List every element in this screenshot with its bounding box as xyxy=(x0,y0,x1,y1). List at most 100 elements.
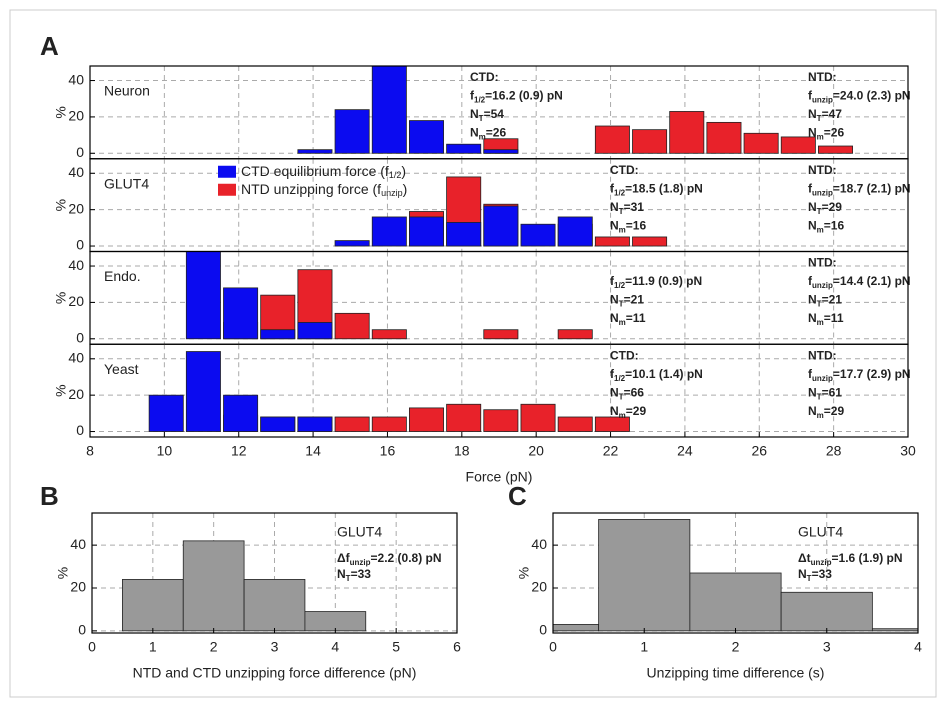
plot-area xyxy=(334,176,668,247)
plot-area xyxy=(185,251,593,340)
text-segment: f xyxy=(808,367,813,381)
bar xyxy=(297,322,333,340)
annotation: NTD unzipping force (funzip) xyxy=(241,180,407,198)
subplot-label: GLUT4 xyxy=(104,175,149,191)
bar xyxy=(371,216,407,247)
text-segment: NTD: xyxy=(808,348,837,362)
text-segment: =66 xyxy=(624,385,645,399)
bar xyxy=(871,628,918,632)
x-tick-label: 5 xyxy=(392,639,400,655)
bar xyxy=(557,329,593,340)
axes-frame xyxy=(89,343,909,438)
text-segment: CTD: xyxy=(470,70,499,84)
text-segment: N xyxy=(808,200,817,214)
bar xyxy=(520,403,556,432)
subscript: T xyxy=(619,300,624,309)
x-tick-label: 8 xyxy=(86,443,94,459)
subscript: m xyxy=(817,133,824,142)
annotation: NTD: xyxy=(808,70,837,84)
annotation: funzip=24.0 (2.3) pN xyxy=(808,89,911,105)
panel-letter: A xyxy=(40,31,59,61)
y-tick-label: 0 xyxy=(76,237,84,253)
bar xyxy=(780,591,873,632)
y-tick-label: 0 xyxy=(78,622,86,638)
panel-letter: C xyxy=(508,481,527,511)
annotation: funzip=18.7 (2.1) pN xyxy=(808,181,911,197)
y-tick-label: 20 xyxy=(68,293,84,309)
text-segment: =10.1 (1.4) pN xyxy=(625,367,703,381)
annotation: funzip=17.7 (2.9) pN xyxy=(808,367,911,383)
text-segment: N xyxy=(470,126,479,140)
annotation: f1/2=18.5 (1.8) pN xyxy=(610,181,703,197)
annotation: NT=21 xyxy=(610,293,644,309)
x-tick-label: 2 xyxy=(210,639,218,655)
y-tick-label: 40 xyxy=(68,350,84,366)
text-segment: N xyxy=(610,385,619,399)
text-segment: Δt xyxy=(798,551,811,565)
y-tick-label: 20 xyxy=(70,579,86,595)
bar xyxy=(594,125,630,154)
annotation: f1/2=10.1 (1.4) pN xyxy=(610,367,703,383)
annotation: CTD: xyxy=(470,70,499,84)
bar xyxy=(632,129,668,154)
annotation: NT=61 xyxy=(808,385,842,401)
y-axis-label: % xyxy=(53,199,69,211)
text-segment: =29 xyxy=(626,404,647,418)
text-segment: =11.9 (0.9) pN xyxy=(625,274,702,288)
bar xyxy=(371,416,407,432)
subscript: m xyxy=(619,225,626,234)
subscript: T xyxy=(817,392,822,401)
y-tick-label: 20 xyxy=(531,579,547,595)
bar xyxy=(594,236,630,247)
text-segment: N xyxy=(808,385,817,399)
annotation: Nm=16 xyxy=(808,218,844,234)
legend-swatch xyxy=(218,183,236,196)
text-segment: =26 xyxy=(486,126,507,140)
bar xyxy=(223,394,259,432)
text-segment: N xyxy=(610,293,619,307)
annotation: CTD: xyxy=(610,163,639,177)
y-axis-label: % xyxy=(516,567,532,579)
x-tick-label: 3 xyxy=(271,639,279,655)
text-segment: N xyxy=(610,311,619,325)
annotation: NTD: xyxy=(808,256,837,270)
bar xyxy=(743,132,779,154)
text-segment: =24.0 (2.3) pN xyxy=(833,89,911,103)
subscript: T xyxy=(346,574,351,583)
text-segment: N xyxy=(808,293,817,307)
x-axis-label: NTD and CTD unzipping force difference (… xyxy=(133,665,417,681)
bar xyxy=(148,394,184,432)
text-segment: f xyxy=(610,274,615,288)
bar xyxy=(706,121,742,154)
bar xyxy=(185,351,221,432)
subscript: 1/2 xyxy=(614,374,626,383)
bar xyxy=(297,149,333,154)
subscript: unzip xyxy=(812,188,833,197)
x-tick-label: 24 xyxy=(677,443,693,459)
y-axis-label: % xyxy=(53,292,69,304)
subscript: 1/2 xyxy=(614,281,626,290)
bar xyxy=(185,251,221,340)
y-axis-label: % xyxy=(53,384,69,396)
bar xyxy=(632,236,668,247)
annotation-title: GLUT4 xyxy=(337,524,382,540)
x-tick-label: 14 xyxy=(305,443,321,459)
x-tick-label: 26 xyxy=(751,443,767,459)
bar xyxy=(182,540,245,632)
text-segment: f xyxy=(610,181,615,195)
text-segment: NTD: xyxy=(808,163,837,177)
bar xyxy=(483,329,519,340)
subscript: T xyxy=(817,207,822,216)
text-segment: N xyxy=(610,404,619,418)
subscript: m xyxy=(817,411,824,420)
text-segment: N xyxy=(808,404,817,418)
x-tick-label: 22 xyxy=(603,443,619,459)
bar xyxy=(409,216,444,247)
bar xyxy=(334,240,370,247)
subscript: m xyxy=(817,318,824,327)
subscript: 1/2 xyxy=(614,188,626,197)
bar xyxy=(409,407,444,432)
bar xyxy=(483,409,519,432)
bar xyxy=(818,145,853,154)
bar xyxy=(304,611,367,632)
